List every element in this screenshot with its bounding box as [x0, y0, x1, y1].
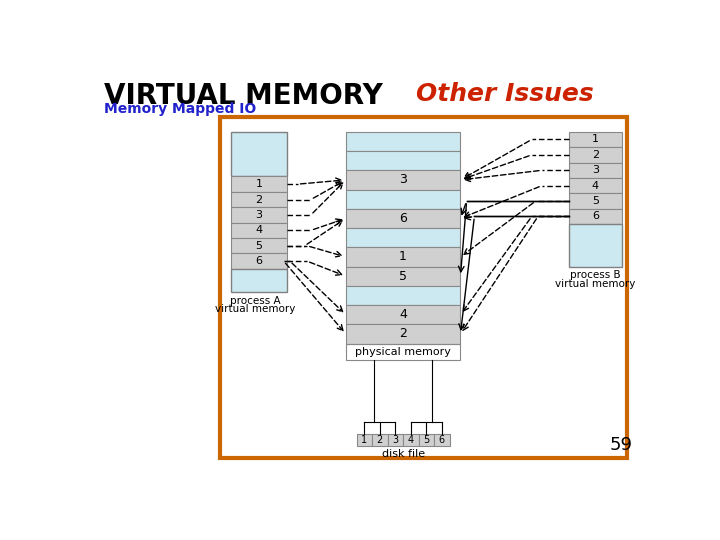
- Bar: [231, 207, 287, 222]
- Bar: [346, 343, 461, 361]
- Text: Other Issues: Other Issues: [415, 82, 593, 106]
- Bar: [569, 178, 621, 193]
- Bar: [346, 132, 461, 151]
- Bar: [569, 224, 621, 267]
- Bar: [356, 434, 372, 446]
- Bar: [346, 170, 461, 190]
- Bar: [403, 434, 418, 446]
- Bar: [231, 238, 287, 253]
- Bar: [346, 247, 461, 267]
- Text: 1: 1: [361, 435, 367, 445]
- Text: 1: 1: [256, 179, 263, 189]
- Bar: [346, 325, 461, 343]
- Text: 4: 4: [399, 308, 407, 321]
- Text: process A: process A: [230, 296, 280, 306]
- Bar: [231, 253, 287, 269]
- Bar: [346, 190, 461, 209]
- Text: 5: 5: [423, 435, 429, 445]
- Text: 4: 4: [592, 181, 599, 191]
- Text: 2: 2: [377, 435, 383, 445]
- Text: 3: 3: [399, 173, 407, 186]
- Bar: [569, 132, 621, 147]
- Bar: [387, 434, 403, 446]
- Text: VIRTUAL MEMORY: VIRTUAL MEMORY: [104, 82, 383, 110]
- Text: virtual memory: virtual memory: [215, 304, 295, 314]
- Bar: [346, 286, 461, 305]
- Bar: [346, 267, 461, 286]
- Text: disk file: disk file: [382, 449, 425, 459]
- Bar: [418, 434, 434, 446]
- Bar: [569, 163, 621, 178]
- Text: 5: 5: [399, 269, 407, 282]
- Bar: [569, 193, 621, 209]
- Bar: [569, 209, 621, 224]
- Text: 3: 3: [392, 435, 398, 445]
- Bar: [346, 209, 461, 228]
- Bar: [231, 192, 287, 207]
- Bar: [569, 147, 621, 163]
- Bar: [231, 269, 287, 292]
- Bar: [346, 305, 461, 325]
- Text: 2: 2: [399, 327, 407, 340]
- Bar: [231, 132, 287, 177]
- Text: 59: 59: [610, 436, 632, 454]
- Text: 1: 1: [592, 134, 599, 145]
- Text: Memory Mapped IO: Memory Mapped IO: [104, 102, 256, 116]
- Bar: [434, 434, 449, 446]
- Text: 6: 6: [256, 256, 263, 266]
- Text: 3: 3: [256, 210, 263, 220]
- Bar: [231, 177, 287, 192]
- Text: 5: 5: [256, 241, 263, 251]
- Bar: [220, 117, 627, 457]
- Text: 6: 6: [438, 435, 445, 445]
- Text: 4: 4: [408, 435, 414, 445]
- Bar: [346, 228, 461, 247]
- Text: 6: 6: [399, 212, 407, 225]
- Text: 3: 3: [592, 165, 599, 176]
- Bar: [231, 222, 287, 238]
- Text: virtual memory: virtual memory: [555, 279, 636, 289]
- Bar: [372, 434, 387, 446]
- Text: 6: 6: [592, 212, 599, 221]
- Text: 1: 1: [399, 251, 407, 264]
- Text: 5: 5: [592, 196, 599, 206]
- Text: physical memory: physical memory: [355, 347, 451, 357]
- Text: 2: 2: [592, 150, 599, 160]
- Bar: [346, 151, 461, 170]
- Text: process B: process B: [570, 271, 621, 280]
- Text: 4: 4: [256, 225, 263, 235]
- Text: 2: 2: [256, 194, 263, 205]
